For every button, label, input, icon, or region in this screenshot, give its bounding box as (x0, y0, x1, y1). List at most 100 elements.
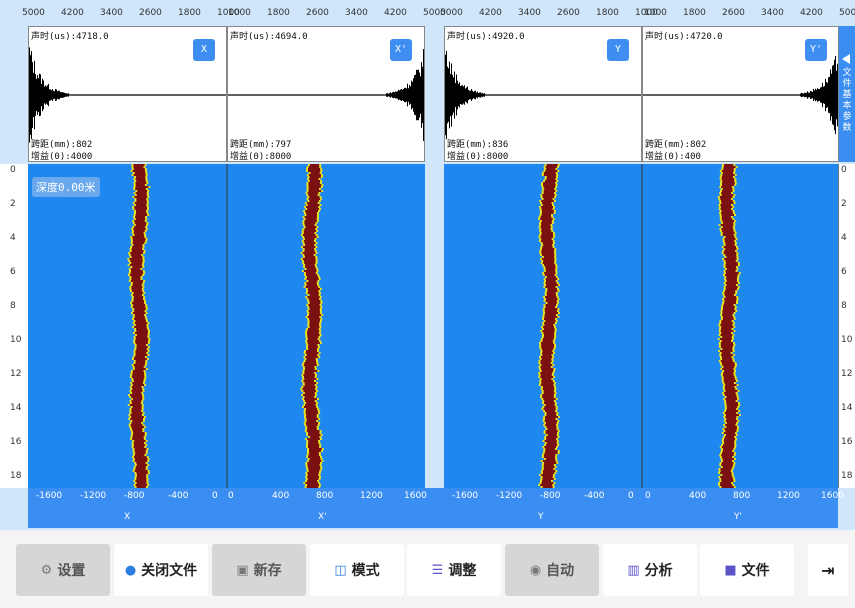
scan-trace-core (309, 294, 319, 296)
scan-trace-core (545, 278, 558, 280)
scan-trace-core (305, 244, 315, 246)
scan-trace-core (541, 356, 553, 358)
top-axis-tick: 3400 (100, 8, 123, 18)
scan-trace-core (304, 228, 316, 230)
analyze-button[interactable]: ▥ 分析 (603, 544, 697, 596)
bottom-axis-tick: 1200 (777, 491, 800, 501)
scan-trace-core (542, 476, 553, 478)
scan-trace-core (720, 482, 732, 484)
depth-tick: 12 (841, 369, 853, 379)
mode-button[interactable]: ◫ 模式 (310, 544, 404, 596)
depth-tick: 8 (10, 301, 16, 311)
scan-trace-core (304, 222, 316, 224)
scan-trace-core (719, 196, 733, 198)
scan-trace-core (720, 342, 733, 344)
scan-trace-core (542, 478, 554, 480)
scan-trace-core (726, 278, 737, 280)
scan-trace-core (726, 418, 736, 420)
scan-trace-core (136, 482, 147, 484)
scan-trace-core (132, 236, 145, 238)
scan-trace-core (545, 286, 556, 288)
adjust-button[interactable]: ☰ 调整 (407, 544, 501, 596)
scan-trace-core (135, 466, 146, 468)
file-params-tab[interactable]: 文件基本参数 (839, 26, 855, 162)
save-new-button[interactable]: ▣ 新存 (212, 544, 306, 596)
channel-x-prime-button[interactable]: X' (390, 39, 412, 61)
scan-trace-core (306, 354, 318, 356)
file-button[interactable]: ■ 文件 (700, 544, 794, 596)
scan-image-area[interactable] (28, 164, 838, 488)
top-axis-tick: 4200 (479, 8, 502, 18)
scan-trace-core (724, 370, 734, 372)
settings-button[interactable]: ⚙ 设置 (16, 544, 110, 596)
scan-trace-core (722, 310, 736, 312)
channel-axis-label: Y' (734, 512, 742, 522)
scan-trace-core (725, 296, 737, 298)
scan-trace-core (543, 192, 554, 194)
scan-trace-core (135, 452, 146, 454)
scan-trace-core (543, 408, 556, 410)
scan-trace-core (725, 260, 736, 262)
scan-trace-core (308, 188, 319, 190)
scan-trace-core (134, 226, 146, 228)
scan-trace-core (724, 298, 737, 300)
scan-trace-core (136, 198, 147, 200)
scan-trace-core (302, 258, 316, 260)
scan-trace-core (720, 350, 733, 352)
waveform-panel-y-prime: 声时(us):4720.0 跨距(mm):802 增益(0):400 Y' (642, 26, 839, 162)
channel-y-prime-button[interactable]: Y' (805, 39, 827, 61)
scan-trace-core (135, 352, 147, 354)
channel-y-button[interactable]: Y (607, 39, 629, 61)
close-file-button[interactable]: ● 关闭文件 (114, 544, 208, 596)
scan-trace-core (135, 184, 145, 186)
scan-trace-core (309, 200, 319, 202)
scan-trace-core (545, 166, 557, 168)
scan-trace-core (308, 468, 321, 470)
scan-trace-core (541, 344, 554, 346)
scan-trace-core (309, 322, 320, 324)
scan-trace-core (134, 440, 146, 442)
scan-trace-core (542, 254, 555, 256)
scan-trace-core (543, 198, 553, 200)
span-readout: 跨距(mm):802 (31, 140, 93, 150)
scan-trace-core (305, 286, 319, 288)
scan-trace-core (135, 340, 149, 342)
scan-trace-core (545, 448, 555, 450)
scan-trace-core (540, 218, 553, 220)
auto-button[interactable]: ◉ 自动 (505, 544, 599, 596)
waveform-panel-x-prime: 声时(us):4694.0 跨距(mm):797 增益(0):8000 X' (227, 26, 425, 162)
scan-trace-core (723, 168, 734, 170)
scan-trace-core (543, 386, 554, 388)
settings-label: 设置 (57, 563, 86, 579)
scan-trace-core (307, 338, 318, 340)
scan-trace-core (543, 468, 554, 470)
scan-trace-core (307, 296, 320, 298)
scan-trace-core (133, 298, 143, 300)
depth-tick: 0 (841, 165, 847, 175)
scan-trace-core (543, 172, 556, 174)
scan-trace-core (309, 324, 320, 326)
scan-trace-core (136, 194, 147, 196)
depth-tick: 18 (10, 471, 22, 481)
scan-trace-core (308, 304, 320, 306)
channel-x-button[interactable]: X (193, 39, 215, 61)
scan-trace-core (543, 190, 556, 192)
scan-trace-core (308, 460, 322, 462)
scan-trace-core (540, 240, 553, 242)
waveform-trace (386, 49, 424, 141)
scan-trace-core (723, 376, 735, 378)
scan-trace-core (136, 486, 146, 488)
scan-trace-core (720, 470, 731, 472)
scan-trace-core (309, 450, 321, 452)
channel-axis-label: X' (318, 512, 327, 522)
scan-trace-core (543, 326, 554, 328)
exit-button[interactable]: ⇥ (808, 544, 848, 596)
scan-trace-core (306, 274, 318, 276)
scan-trace-core (131, 248, 143, 250)
scan-trace-core (542, 202, 552, 204)
scan-trace-core (309, 306, 321, 308)
scan-trace-core (134, 456, 147, 458)
scan-trace-core (720, 476, 733, 478)
scan-trace-core (135, 324, 147, 326)
top-axis: 5000 4200 3400 2600 1800 1000 1000 1800 2600 3400… (0, 0, 855, 26)
